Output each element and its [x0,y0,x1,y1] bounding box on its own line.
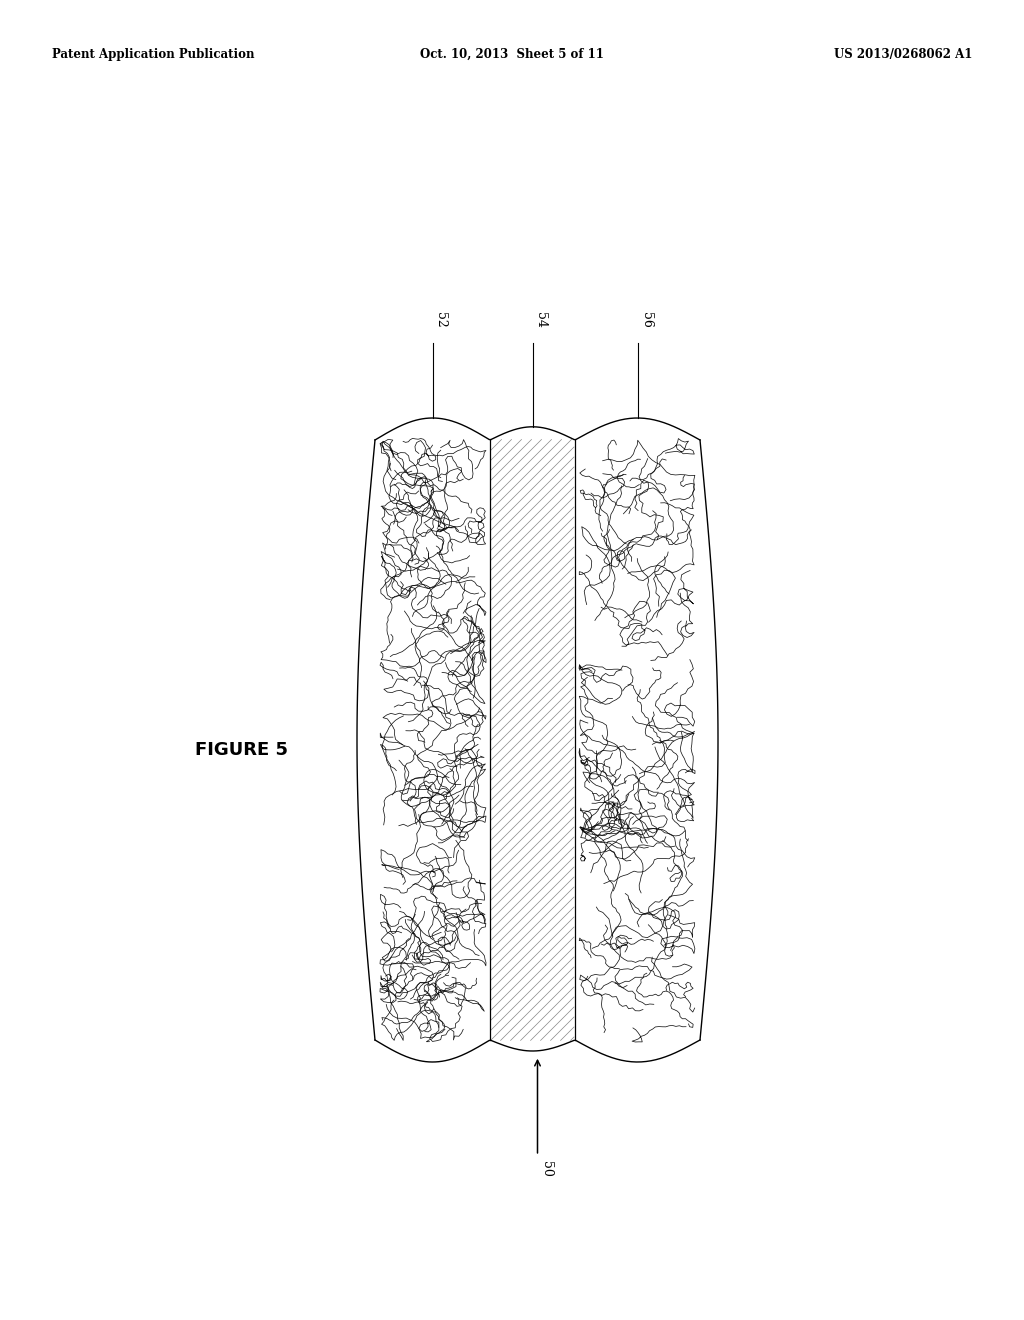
Text: Patent Application Publication: Patent Application Publication [52,48,255,61]
Text: 54: 54 [535,312,548,327]
Text: 50: 50 [541,1160,554,1176]
Text: FIGURE 5: FIGURE 5 [195,741,288,759]
Text: Oct. 10, 2013  Sheet 5 of 11: Oct. 10, 2013 Sheet 5 of 11 [420,48,604,61]
Text: 52: 52 [434,313,447,327]
Text: 56: 56 [640,312,652,327]
Text: US 2013/0268062 A1: US 2013/0268062 A1 [834,48,972,61]
